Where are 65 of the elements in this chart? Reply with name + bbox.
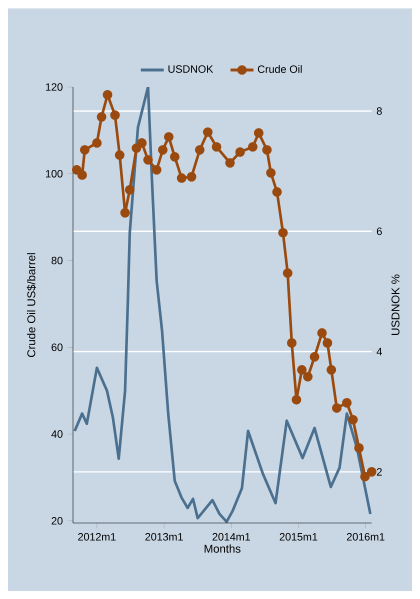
point [278,228,288,238]
point [186,172,196,182]
y-tick-label: 40 [51,430,63,438]
y-tick-label: 20 [52,517,63,525]
x-tick-label: 2012m1 [78,533,116,541]
y-tick-label: 120 [46,83,63,91]
point [77,170,87,180]
point [152,165,162,175]
point [176,173,186,183]
point [354,443,364,453]
point [286,338,297,348]
y2-tick-label: 8 [376,107,382,115]
point [96,112,106,122]
point [248,142,258,152]
point [297,365,307,375]
point [120,208,130,218]
point [92,138,102,148]
legend-label: USDNOK [168,65,214,73]
x-tick-label: 2016m1 [346,533,384,541]
point [110,110,120,120]
y2-axis-title: USDNOK % [391,274,400,335]
point [143,155,153,165]
point [317,328,327,338]
point [366,467,376,477]
y2-tick-label: 4 [376,348,382,356]
point [235,147,245,157]
point [322,338,332,348]
point [80,145,90,155]
point [72,165,82,175]
point [332,403,342,413]
point [326,365,336,375]
point [137,138,147,148]
point [170,152,180,162]
legend-label: Crude Oil [258,65,302,73]
x-tick-label: 2014m1 [212,533,250,541]
point [164,132,174,142]
y-tick-label: 100 [46,170,63,178]
x-axis-title: Months [204,544,240,553]
point [102,90,112,100]
point [202,127,213,137]
point [303,372,313,382]
point [292,394,302,405]
y-tick-label: 60 [52,344,63,352]
point [254,128,264,138]
x-tick-label: 2013m1 [145,533,183,541]
point [282,268,292,278]
point [266,168,276,178]
point [262,145,272,155]
point [272,187,282,197]
point [212,142,222,152]
y-axis-title: Crude Oil US$/barrel [26,253,36,358]
y-tick-label: 80 [52,256,63,264]
point [194,145,205,155]
x-tick-label: 2015m1 [280,533,318,541]
point [342,398,352,408]
point [225,158,235,168]
point [310,352,320,362]
point [124,185,135,195]
point [132,143,142,153]
y2-tick-label: 6 [376,228,382,236]
point [114,150,124,160]
point [158,145,168,155]
point [348,414,358,425]
y2-tick-label: 2 [376,468,382,476]
point [360,472,370,482]
